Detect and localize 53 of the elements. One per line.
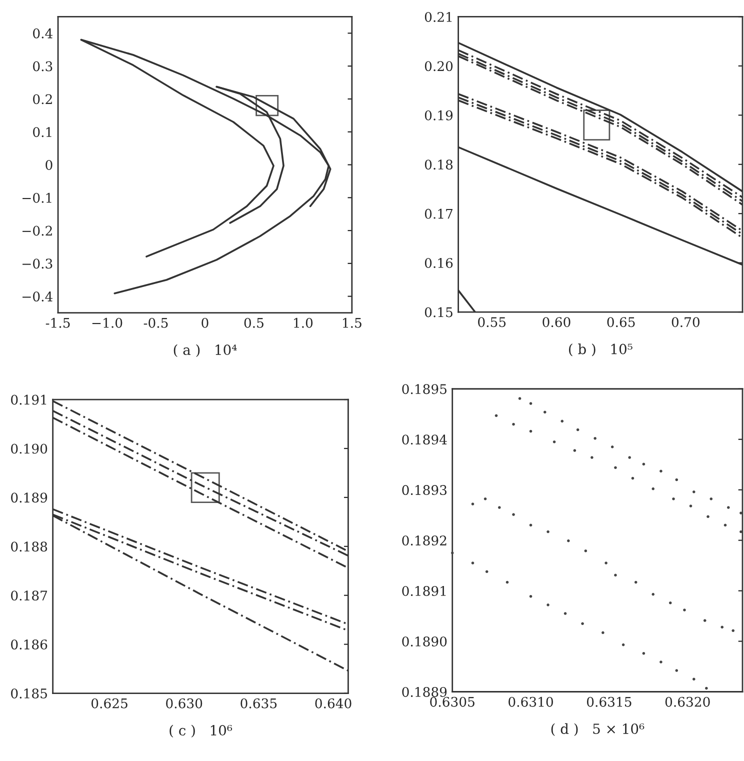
y-tick-label: 0.1891 xyxy=(402,586,446,596)
y-tick-label: −0.3 xyxy=(22,258,52,269)
x-tick-label: 0.55 xyxy=(478,317,506,328)
x-tick-label: 0.640 xyxy=(315,698,352,708)
y-tick-label: 0.188 xyxy=(11,542,48,552)
x-tick-label: 0.6315 xyxy=(586,696,632,707)
y-tick-label: 0.3 xyxy=(33,61,52,72)
y-tick-label: 0.2 xyxy=(33,94,52,104)
y-tick-label: 0.18 xyxy=(424,160,453,170)
x-tick-label: 0.6305 xyxy=(430,696,474,707)
x-axis-title: ( b ) 10⁵ xyxy=(568,344,632,356)
y-tick-label: 0.4 xyxy=(33,28,53,38)
x-tick-label: 0.65 xyxy=(607,317,635,328)
y-tick-label: 0.1 xyxy=(33,127,52,138)
x-axis-title: ( a ) 10⁴ xyxy=(174,344,237,358)
y-tick-label: 0.21 xyxy=(424,12,452,22)
y-tick-label: 0 xyxy=(46,160,52,170)
y-tick-label: 0.1889 xyxy=(402,686,447,697)
y-tick-label: −0.2 xyxy=(22,226,52,236)
y-tick-label: 0.1894 xyxy=(402,434,447,445)
y-tick-label: 0.20 xyxy=(424,61,453,72)
y-tick-label: 0.185 xyxy=(11,688,47,698)
y-tick-label: 0.187 xyxy=(11,590,48,601)
x-tick-label: 0.6320 xyxy=(665,696,710,707)
y-tick-label: −0.4 xyxy=(22,292,53,302)
x-tick-label: 0.625 xyxy=(91,698,128,708)
y-tick-label: 0.186 xyxy=(11,640,48,650)
x-tick-label: 0.630 xyxy=(166,698,202,708)
x-tick-label: −1.0 xyxy=(92,318,122,328)
x-tick-label: 0.70 xyxy=(672,317,700,328)
x-tick-label: 0.5 xyxy=(244,318,264,328)
y-tick-label: 0.15 xyxy=(424,307,452,318)
x-tick-label: -1.5 xyxy=(46,318,70,328)
y-tick-label: 0.1890 xyxy=(402,636,447,646)
x-tick-label: 1.0 xyxy=(294,318,313,328)
x-tick-label: 0 xyxy=(202,318,208,328)
x-axis-title: ( d ) 5 × 10⁶ xyxy=(551,723,644,736)
y-tick-label: 0.190 xyxy=(11,444,48,454)
y-tick-label: 0.189 xyxy=(11,492,48,503)
x-axis-title: ( c ) 10⁶ xyxy=(170,724,232,738)
y-tick-label: 0.19 xyxy=(424,110,453,120)
x-tick-label: 0.635 xyxy=(240,698,277,708)
x-tick-label: -0.5 xyxy=(144,318,168,328)
y-tick-label: 0.17 xyxy=(424,208,452,219)
x-tick-label: 0.60 xyxy=(542,317,570,328)
y-tick-label: −0.1 xyxy=(22,192,52,203)
y-tick-label: 0.1893 xyxy=(402,485,447,496)
x-tick-label: 0.6310 xyxy=(508,696,553,707)
y-tick-label: 0.1892 xyxy=(402,536,446,546)
y-tick-label: 0.16 xyxy=(424,258,453,268)
x-tick-label: 1.5 xyxy=(343,318,362,328)
y-tick-label: 0.191 xyxy=(11,394,46,405)
y-tick-label: 0.1895 xyxy=(402,384,446,394)
